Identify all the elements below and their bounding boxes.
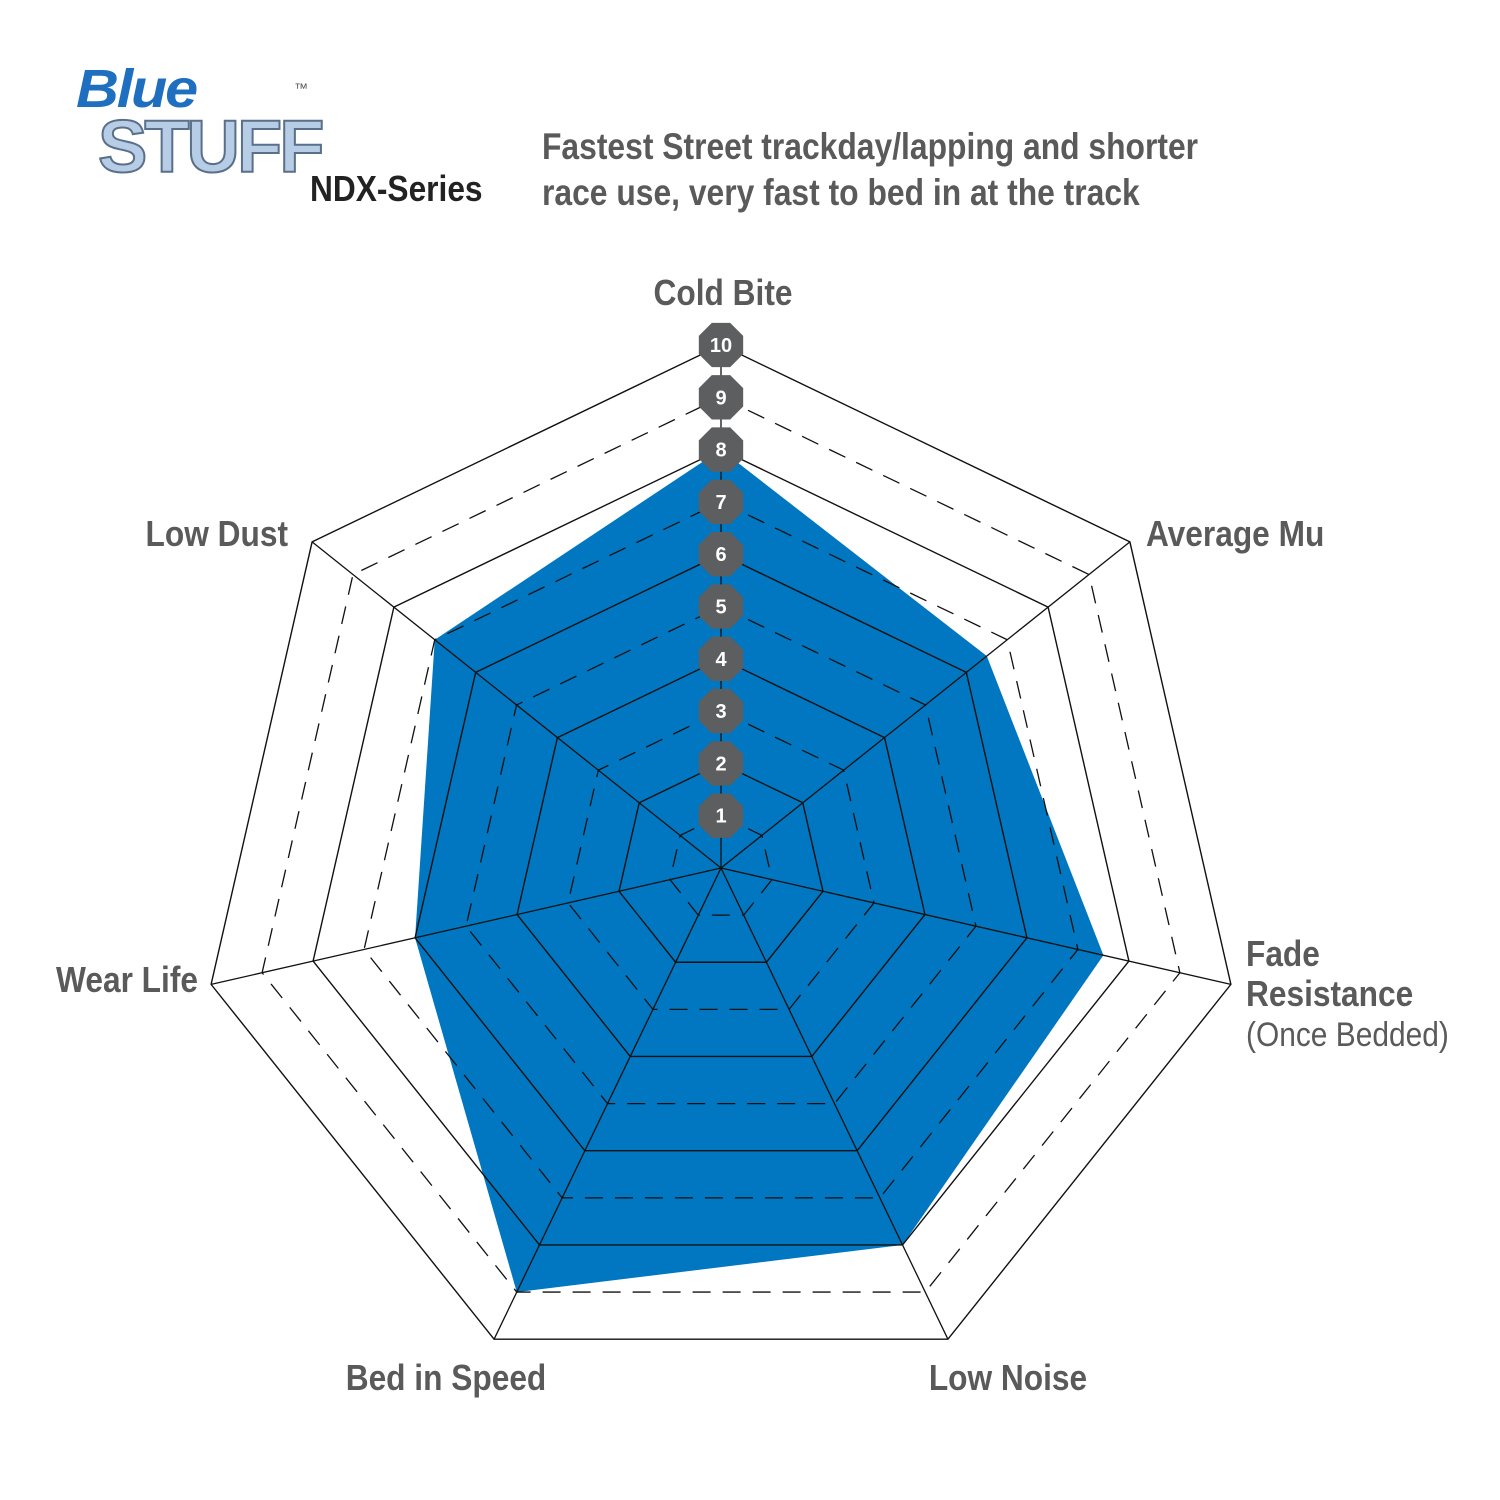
tick-badge (698, 532, 744, 577)
grid-ring-8 (312, 448, 1130, 1246)
axis-label: Resistance (1246, 974, 1413, 1014)
tick-badge (698, 479, 744, 525)
tick-label: 6 (715, 544, 726, 566)
axis-label: Low Dust (146, 514, 288, 554)
tick-badge (698, 636, 744, 681)
tick-label: 9 (715, 387, 726, 409)
logo-stuff-text: STUFF (97, 104, 325, 189)
tick-badge (698, 793, 744, 838)
tick-label: 1 (715, 806, 726, 828)
tick-badge (698, 322, 744, 368)
axis-label: Low Noise (929, 1358, 1087, 1398)
tick-badge (698, 375, 744, 420)
axis-label: Wear Life (56, 960, 198, 1000)
tick-label: 2 (715, 753, 726, 775)
axis-label: Bed in Speed (346, 1358, 547, 1398)
axis-label: Fade (1246, 934, 1320, 974)
grid-ring-6 (414, 553, 1028, 1152)
grid-ring-5 (465, 605, 977, 1105)
axis-label: Cold Bite (654, 273, 793, 313)
tick-label: 8 (715, 440, 726, 462)
tick-label: 7 (715, 492, 726, 514)
data-area (415, 449, 1104, 1293)
axis-spoke (493, 867, 722, 1340)
subtitle-line-2: race use, very fast to bed in at the tra… (542, 172, 1140, 213)
tick-badge (698, 741, 744, 786)
axis-sublabel: (Once Bedded) (1246, 1015, 1449, 1053)
axis-spoke (210, 867, 722, 986)
tick-label: 10 (710, 335, 732, 357)
tick-badge (698, 688, 744, 734)
axis-spoke (311, 541, 722, 869)
subtitle: Fastest Street trackday/lapping and shor… (542, 124, 1198, 216)
grid-ring-9 (261, 396, 1181, 1293)
series-name: NDX-Series (310, 168, 483, 209)
tick-badge (698, 584, 744, 629)
tick-label: 5 (715, 597, 726, 619)
grid-ring-7 (363, 501, 1079, 1199)
axis-spoke (720, 867, 949, 1340)
grid-ring-1 (669, 814, 773, 916)
tick-label: 3 (715, 701, 726, 723)
grid-ring-10 (210, 344, 1232, 1340)
tick-label: 4 (715, 649, 727, 671)
axis-label: Average Mu (1146, 514, 1324, 554)
tick-badge (698, 427, 744, 472)
grid-ring-4 (516, 658, 926, 1058)
axis-spoke (720, 541, 1131, 869)
axis-spoke (720, 867, 1232, 986)
grid-ring-2 (618, 762, 824, 963)
logo-trademark: ™ (294, 80, 308, 96)
subtitle-line-1: Fastest Street trackday/lapping and shor… (542, 126, 1199, 167)
logo-blue-text: Blue (76, 59, 198, 119)
bluestuff-logo: Blue STUFF ™ (72, 58, 332, 218)
grid-ring-3 (567, 710, 875, 1011)
